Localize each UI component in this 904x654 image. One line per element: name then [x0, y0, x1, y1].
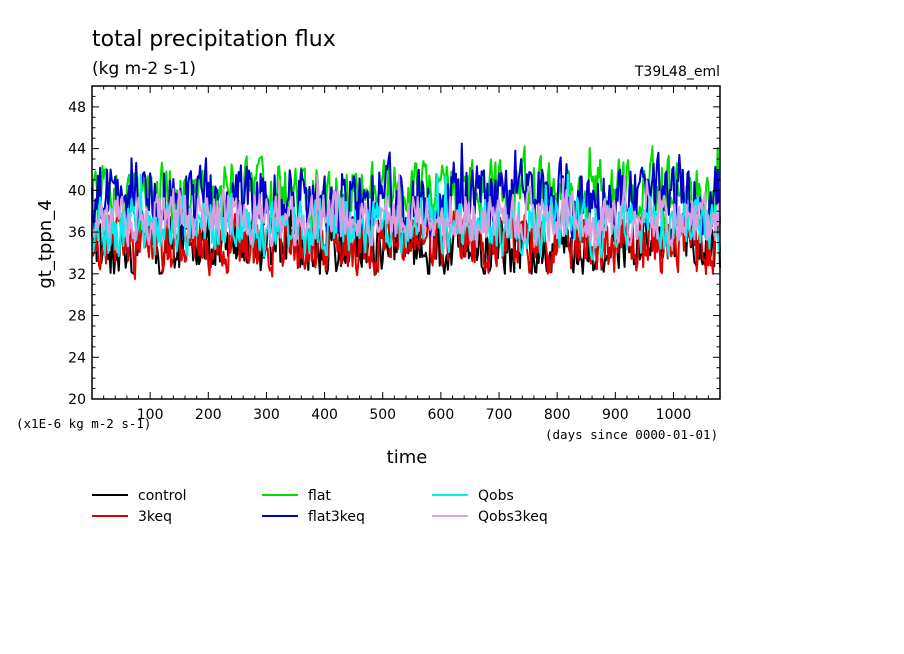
- axes-layer: 100 200 300 400 500 600 700 800 900 1000 20 24 28 32 3…: [68, 85, 721, 423]
- series-layer: [91, 142, 721, 280]
- y-tick-label: 32: [68, 267, 86, 283]
- x-tick-label: 400: [311, 407, 338, 423]
- x-units-label: (days since 0000-01-01): [545, 427, 718, 442]
- x-tick-label: 800: [544, 407, 571, 423]
- y-axis-label: gt_tppn_4: [35, 199, 56, 288]
- x-tick-label: 500: [369, 407, 396, 423]
- y-tick-label: 28: [68, 309, 86, 325]
- x-tick-label: 1000: [656, 407, 692, 423]
- legend-label-control: control: [138, 488, 187, 504]
- y-units-label: (x1E-6 kg m-2 s-1): [16, 416, 151, 431]
- legend-label-Qobs3keq: Qobs3keq: [478, 509, 548, 525]
- series-line-Qobs: [91, 173, 721, 261]
- x-tick-label: 300: [253, 407, 280, 423]
- y-tick-label: 40: [68, 183, 86, 199]
- x-tick-label: 700: [486, 407, 513, 423]
- x-axis-label: time: [387, 447, 428, 468]
- x-tick-label: 100: [137, 407, 164, 423]
- y-tick-label: 20: [68, 392, 86, 408]
- y-tick-label: 36: [68, 225, 86, 241]
- legend-label-flat: flat: [308, 488, 331, 504]
- chart-title: total precipitation flux: [92, 27, 336, 52]
- legend-label-3keq: 3keq: [138, 509, 172, 525]
- corner-label: T39L48_eml: [634, 64, 720, 80]
- legend-label-Qobs: Qobs: [478, 488, 514, 504]
- x-tick-label: 600: [428, 407, 455, 423]
- y-tick-label: 48: [68, 100, 86, 116]
- y-tick-label: 24: [68, 350, 86, 366]
- legend: control 3keq flat flat3keq Qobs Qobs3keq: [92, 488, 548, 525]
- chart-subtitle: (kg m-2 s-1): [92, 59, 196, 79]
- x-tick-label: 900: [602, 407, 629, 423]
- legend-label-flat3keq: flat3keq: [308, 509, 365, 525]
- x-tick-label: 200: [195, 407, 222, 423]
- series-line-Qobs3keq: [91, 173, 721, 250]
- y-tick-label: 44: [68, 142, 86, 158]
